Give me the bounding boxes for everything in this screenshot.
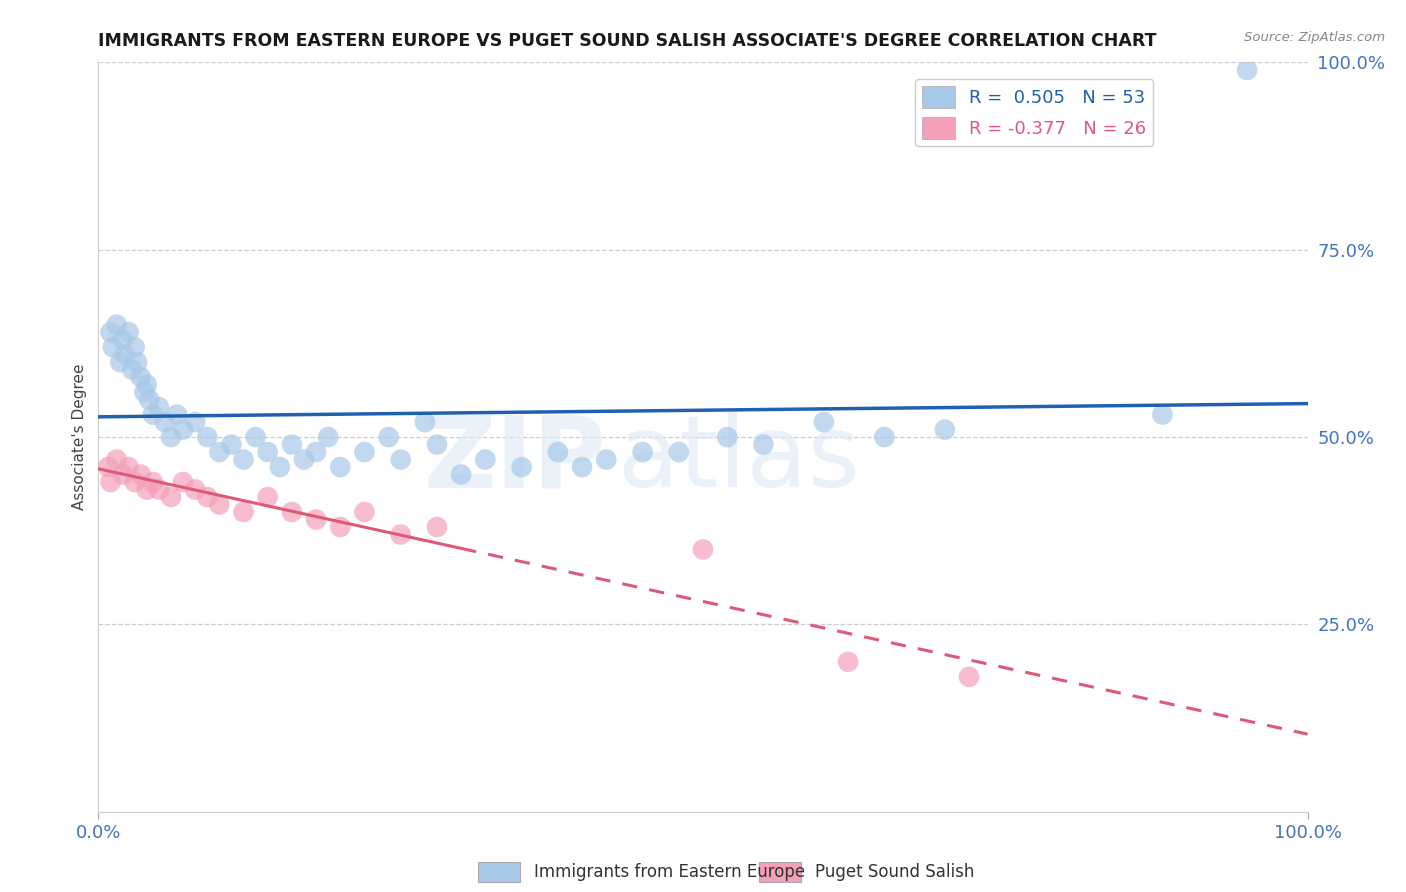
Point [100,475,122,489]
Point [957,670,980,684]
Point [160,490,183,504]
Legend: R =  0.505   N = 53, R = -0.377   N = 26: R = 0.505 N = 53, R = -0.377 N = 26 [915,79,1153,146]
Point [547,445,569,459]
Point [389,527,412,541]
Point [256,490,278,504]
Point [124,340,146,354]
Point [413,415,436,429]
Point [172,475,194,489]
Point [97,460,120,475]
Point [100,325,122,339]
Point [305,445,328,459]
Point [281,437,304,451]
Point [426,520,449,534]
FancyBboxPatch shape [478,862,520,882]
Point [166,408,188,422]
Point [138,392,160,407]
Point [752,437,775,451]
Point [184,415,207,429]
Point [127,355,149,369]
Point [813,415,835,429]
Point [129,467,152,482]
Point [474,452,496,467]
Point [245,430,267,444]
Point [329,520,352,534]
Point [105,452,128,467]
Point [114,348,136,362]
Point [160,430,183,444]
Point [426,437,449,451]
Text: Puget Sound Salish: Puget Sound Salish [815,863,974,881]
Point [118,460,141,475]
Point [118,325,141,339]
Point [873,430,896,444]
Point [281,505,304,519]
Point [353,505,375,519]
Text: IMMIGRANTS FROM EASTERN EUROPE VS PUGET SOUND SALISH ASSOCIATE'S DEGREE CORRELAT: IMMIGRANTS FROM EASTERN EUROPE VS PUGET … [98,32,1157,50]
Point [142,475,165,489]
Point [129,370,152,384]
Point [101,340,124,354]
Point [292,452,315,467]
Point [631,445,654,459]
Point [124,475,146,489]
Point [195,490,218,504]
Point [111,467,134,482]
Point [135,377,157,392]
Point [172,423,194,437]
Point [208,498,231,512]
Point [595,452,617,467]
Point [153,415,176,429]
Text: atlas: atlas [619,411,860,508]
Point [389,452,412,467]
Point [184,483,207,497]
Point [142,408,165,422]
Point [329,460,352,475]
Point [692,542,714,557]
Point [510,460,533,475]
Point [256,445,278,459]
Point [571,460,593,475]
Point [111,333,134,347]
Point [668,445,690,459]
Text: Immigrants from Eastern Europe: Immigrants from Eastern Europe [534,863,806,881]
Point [232,452,254,467]
Point [934,423,956,437]
Point [148,400,170,414]
Point [148,483,170,497]
Point [195,430,218,444]
Point [353,445,375,459]
Point [316,430,339,444]
Point [377,430,399,444]
Point [105,318,128,332]
Point [1236,62,1258,77]
Point [450,467,472,482]
Point [837,655,859,669]
Point [269,460,291,475]
Point [135,483,157,497]
Point [232,505,254,519]
Point [305,512,328,526]
Point [208,445,231,459]
Text: ZIP: ZIP [423,411,606,508]
Point [716,430,738,444]
Y-axis label: Associate's Degree: Associate's Degree [72,364,87,510]
Text: Source: ZipAtlas.com: Source: ZipAtlas.com [1244,31,1385,45]
Point [1152,408,1174,422]
Point [121,362,143,376]
Point [221,437,243,451]
FancyBboxPatch shape [759,862,801,882]
Point [134,385,156,400]
Point [108,355,131,369]
